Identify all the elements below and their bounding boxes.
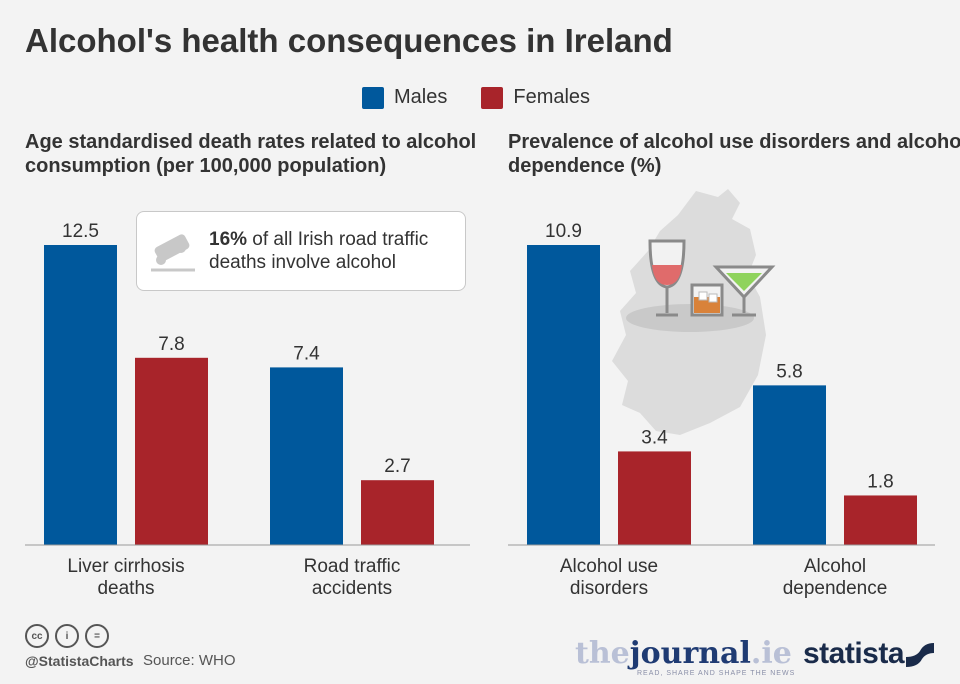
legend-label-females: Females	[513, 86, 591, 108]
right-category-label: dependence	[783, 578, 888, 599]
legend-swatch-males	[362, 86, 384, 109]
left-bar-males-0	[44, 245, 117, 545]
right-value-label: 3.4	[641, 427, 668, 448]
road-traffic-note: 16% of all Irish road traffic deaths inv…	[136, 211, 466, 291]
left-bar-females-0	[135, 357, 208, 545]
right-value-label: 1.8	[867, 471, 893, 492]
right-category-label: disorders	[570, 578, 648, 599]
license-icons: cc i =	[25, 624, 109, 648]
left-category-label: Liver cirrhosis	[67, 556, 184, 577]
right-bar-females-1	[844, 495, 917, 545]
legend-item-females: Females	[481, 86, 590, 109]
chart-title: Alcohol's health consequences in Ireland	[25, 22, 673, 59]
legend-item-males: Males	[362, 86, 447, 109]
wine-glass-icon	[648, 239, 686, 317]
right-bar-males-0	[527, 245, 600, 545]
right-value-label: 5.8	[776, 361, 802, 382]
statista-logo-mark	[906, 643, 934, 667]
right-value-label: 10.9	[545, 221, 582, 242]
left-value-label: 2.7	[384, 456, 410, 477]
car-crash-icon	[151, 234, 195, 272]
ireland-glasses-illustration	[612, 189, 776, 435]
legend-label-males: Males	[394, 86, 448, 108]
attribution-icon: i	[55, 624, 79, 648]
statista-logo: statista	[803, 637, 905, 670]
thejournal-tagline: READ, SHARE AND SHAPE THE NEWS	[637, 670, 796, 677]
legend: Males Females	[362, 86, 590, 109]
right-bar-females-0	[618, 451, 691, 545]
whisky-glass-icon	[690, 283, 724, 317]
left-value-label: 7.8	[158, 334, 184, 355]
left-bar-males-1	[270, 367, 343, 545]
source-text: Source: WHO	[143, 652, 236, 669]
left-category-label: accidents	[312, 578, 392, 599]
left-value-label: 12.5	[62, 221, 99, 242]
left-category-label: deaths	[97, 578, 154, 599]
left-value-label: 7.4	[293, 343, 320, 364]
left-category-label: Road traffic	[304, 556, 401, 577]
statista-handle: @StatistaCharts	[25, 653, 134, 669]
right-category-label: Alcohol use	[560, 556, 658, 577]
right-bar-males-1	[753, 385, 826, 545]
cc-icon: cc	[25, 624, 49, 648]
note-text: 16% of all Irish road traffic deaths inv…	[209, 229, 429, 273]
left-chart-title: Age standardised death rates related to …	[25, 131, 477, 177]
no-derivatives-icon: =	[85, 624, 109, 648]
cocktail-glass-icon	[712, 265, 776, 317]
thejournal-logo: thejournal.ie	[575, 636, 792, 671]
right-category-label: Alcohol	[804, 556, 866, 577]
left-bar-females-1	[361, 480, 434, 545]
right-chart-title: Prevalence of alcohol use disorders and …	[508, 131, 960, 177]
legend-swatch-females	[481, 86, 504, 109]
